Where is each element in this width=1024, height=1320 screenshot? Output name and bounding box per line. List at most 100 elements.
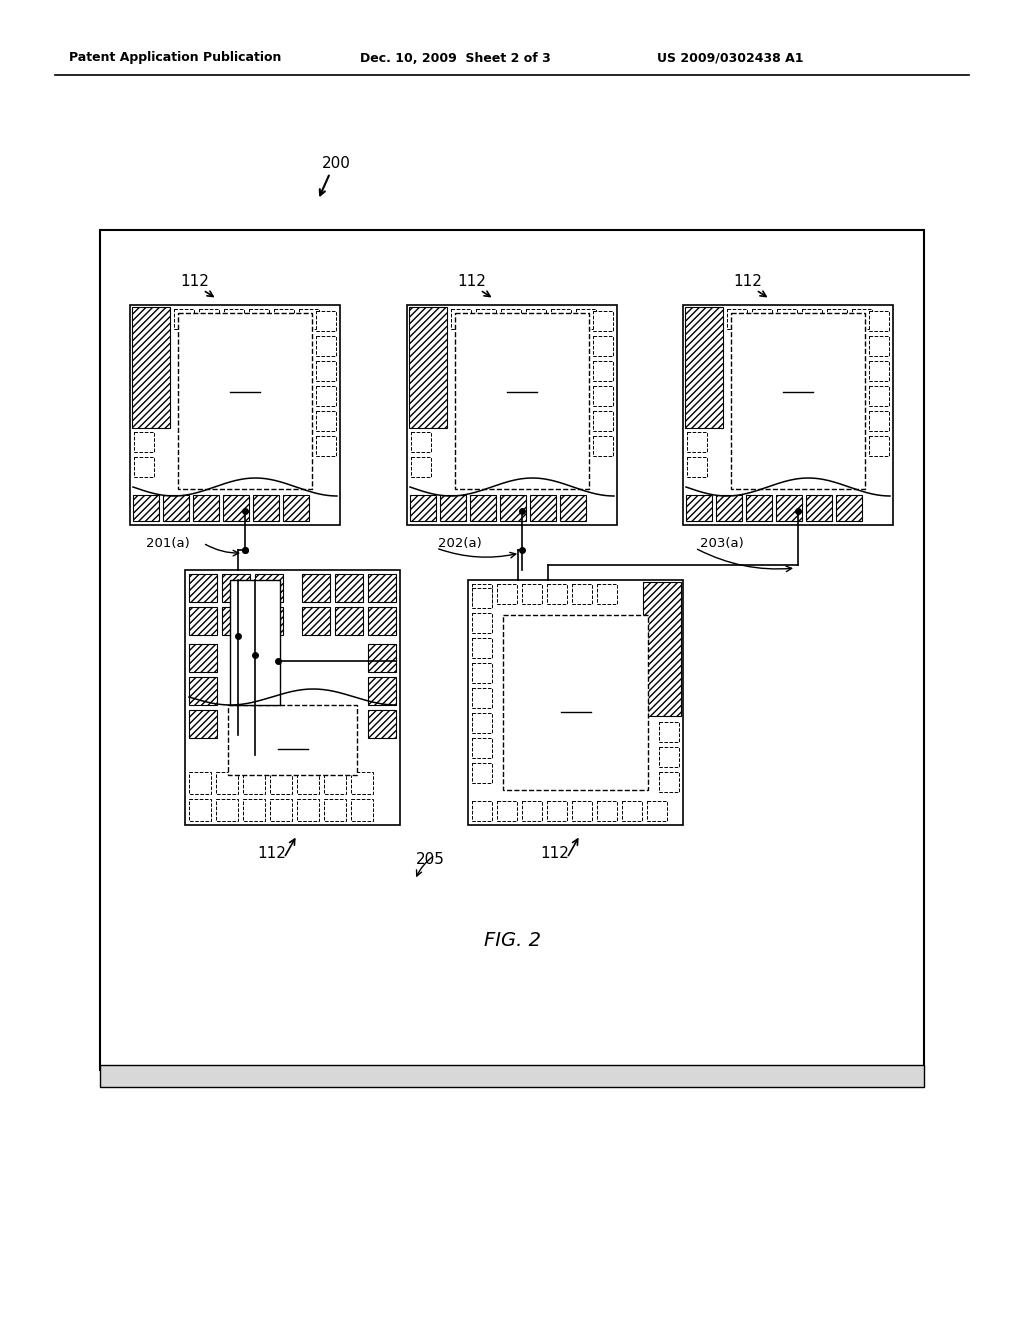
Bar [189, 799, 211, 821]
Bar [522, 583, 542, 605]
Bar [869, 411, 889, 432]
Bar [497, 583, 517, 605]
Bar [685, 308, 723, 428]
Bar [526, 309, 546, 329]
Bar [316, 312, 336, 331]
Bar [302, 574, 330, 602]
Bar [270, 799, 292, 821]
Bar [224, 309, 244, 329]
Bar [622, 801, 642, 821]
Text: 201: 201 [229, 375, 261, 392]
Bar [324, 772, 346, 795]
Bar [643, 582, 681, 715]
Bar [806, 495, 831, 521]
Bar [455, 313, 589, 488]
Bar [193, 495, 219, 521]
Bar [189, 772, 211, 795]
Bar [189, 644, 217, 672]
Bar [468, 579, 683, 825]
Bar [230, 579, 280, 705]
Bar [869, 312, 889, 331]
Bar [593, 312, 613, 331]
Bar [593, 385, 613, 407]
Bar [593, 436, 613, 455]
Bar [852, 309, 872, 329]
Bar [869, 436, 889, 455]
Bar [302, 607, 330, 635]
Bar [522, 801, 542, 821]
Bar [253, 495, 279, 521]
Text: FIG. 2: FIG. 2 [483, 931, 541, 949]
Bar [324, 799, 346, 821]
Text: US 2009/0302438 A1: US 2009/0302438 A1 [656, 51, 803, 65]
Bar [869, 360, 889, 381]
Bar [752, 309, 772, 329]
Bar [223, 495, 249, 521]
Bar [134, 457, 154, 477]
Bar [297, 799, 319, 821]
Bar [134, 432, 154, 451]
Bar [472, 688, 492, 708]
Bar [647, 801, 667, 821]
Bar [547, 801, 567, 821]
Bar [270, 772, 292, 795]
Bar [351, 772, 373, 795]
Text: 112: 112 [733, 275, 763, 289]
Bar [100, 230, 924, 1071]
Bar [727, 309, 746, 329]
Bar [593, 411, 613, 432]
Bar [472, 663, 492, 682]
Text: 112: 112 [458, 275, 486, 289]
Bar [133, 495, 159, 521]
Bar [572, 801, 592, 821]
Bar [597, 583, 617, 605]
Bar [316, 436, 336, 455]
Text: 115: 115 [560, 693, 592, 711]
Bar [551, 309, 571, 329]
Bar [869, 337, 889, 356]
Text: 200: 200 [322, 156, 350, 170]
Bar [222, 607, 250, 635]
Bar [368, 710, 396, 738]
Bar [593, 360, 613, 381]
Bar [368, 644, 396, 672]
Bar [316, 337, 336, 356]
Bar [716, 495, 742, 521]
Text: Dec. 10, 2009  Sheet 2 of 3: Dec. 10, 2009 Sheet 2 of 3 [359, 51, 550, 65]
Bar [368, 607, 396, 635]
Bar [802, 309, 822, 329]
Text: 112: 112 [258, 846, 287, 861]
Text: 110: 110 [276, 731, 308, 748]
Bar [472, 587, 492, 609]
Bar [501, 309, 521, 329]
Bar [472, 763, 492, 783]
Bar [659, 772, 679, 792]
Bar [199, 309, 219, 329]
Bar [827, 309, 847, 329]
Bar [593, 337, 613, 356]
Text: 112: 112 [180, 275, 210, 289]
Bar [746, 495, 772, 521]
Bar [189, 677, 217, 705]
Bar [222, 574, 250, 602]
Bar [100, 1065, 924, 1086]
Text: 201(a): 201(a) [146, 536, 190, 549]
Bar [597, 801, 617, 821]
Bar [440, 495, 466, 521]
Bar [497, 801, 517, 821]
Bar [243, 772, 265, 795]
Bar [411, 457, 431, 477]
Bar [476, 309, 496, 329]
Bar [255, 574, 283, 602]
Bar [659, 747, 679, 767]
Bar [189, 607, 217, 635]
Bar [500, 495, 526, 521]
Bar [575, 309, 596, 329]
Bar [687, 432, 707, 451]
Bar [687, 457, 707, 477]
Bar [335, 574, 362, 602]
Bar [472, 638, 492, 657]
Bar [316, 360, 336, 381]
Bar [776, 495, 802, 521]
Bar [472, 612, 492, 634]
